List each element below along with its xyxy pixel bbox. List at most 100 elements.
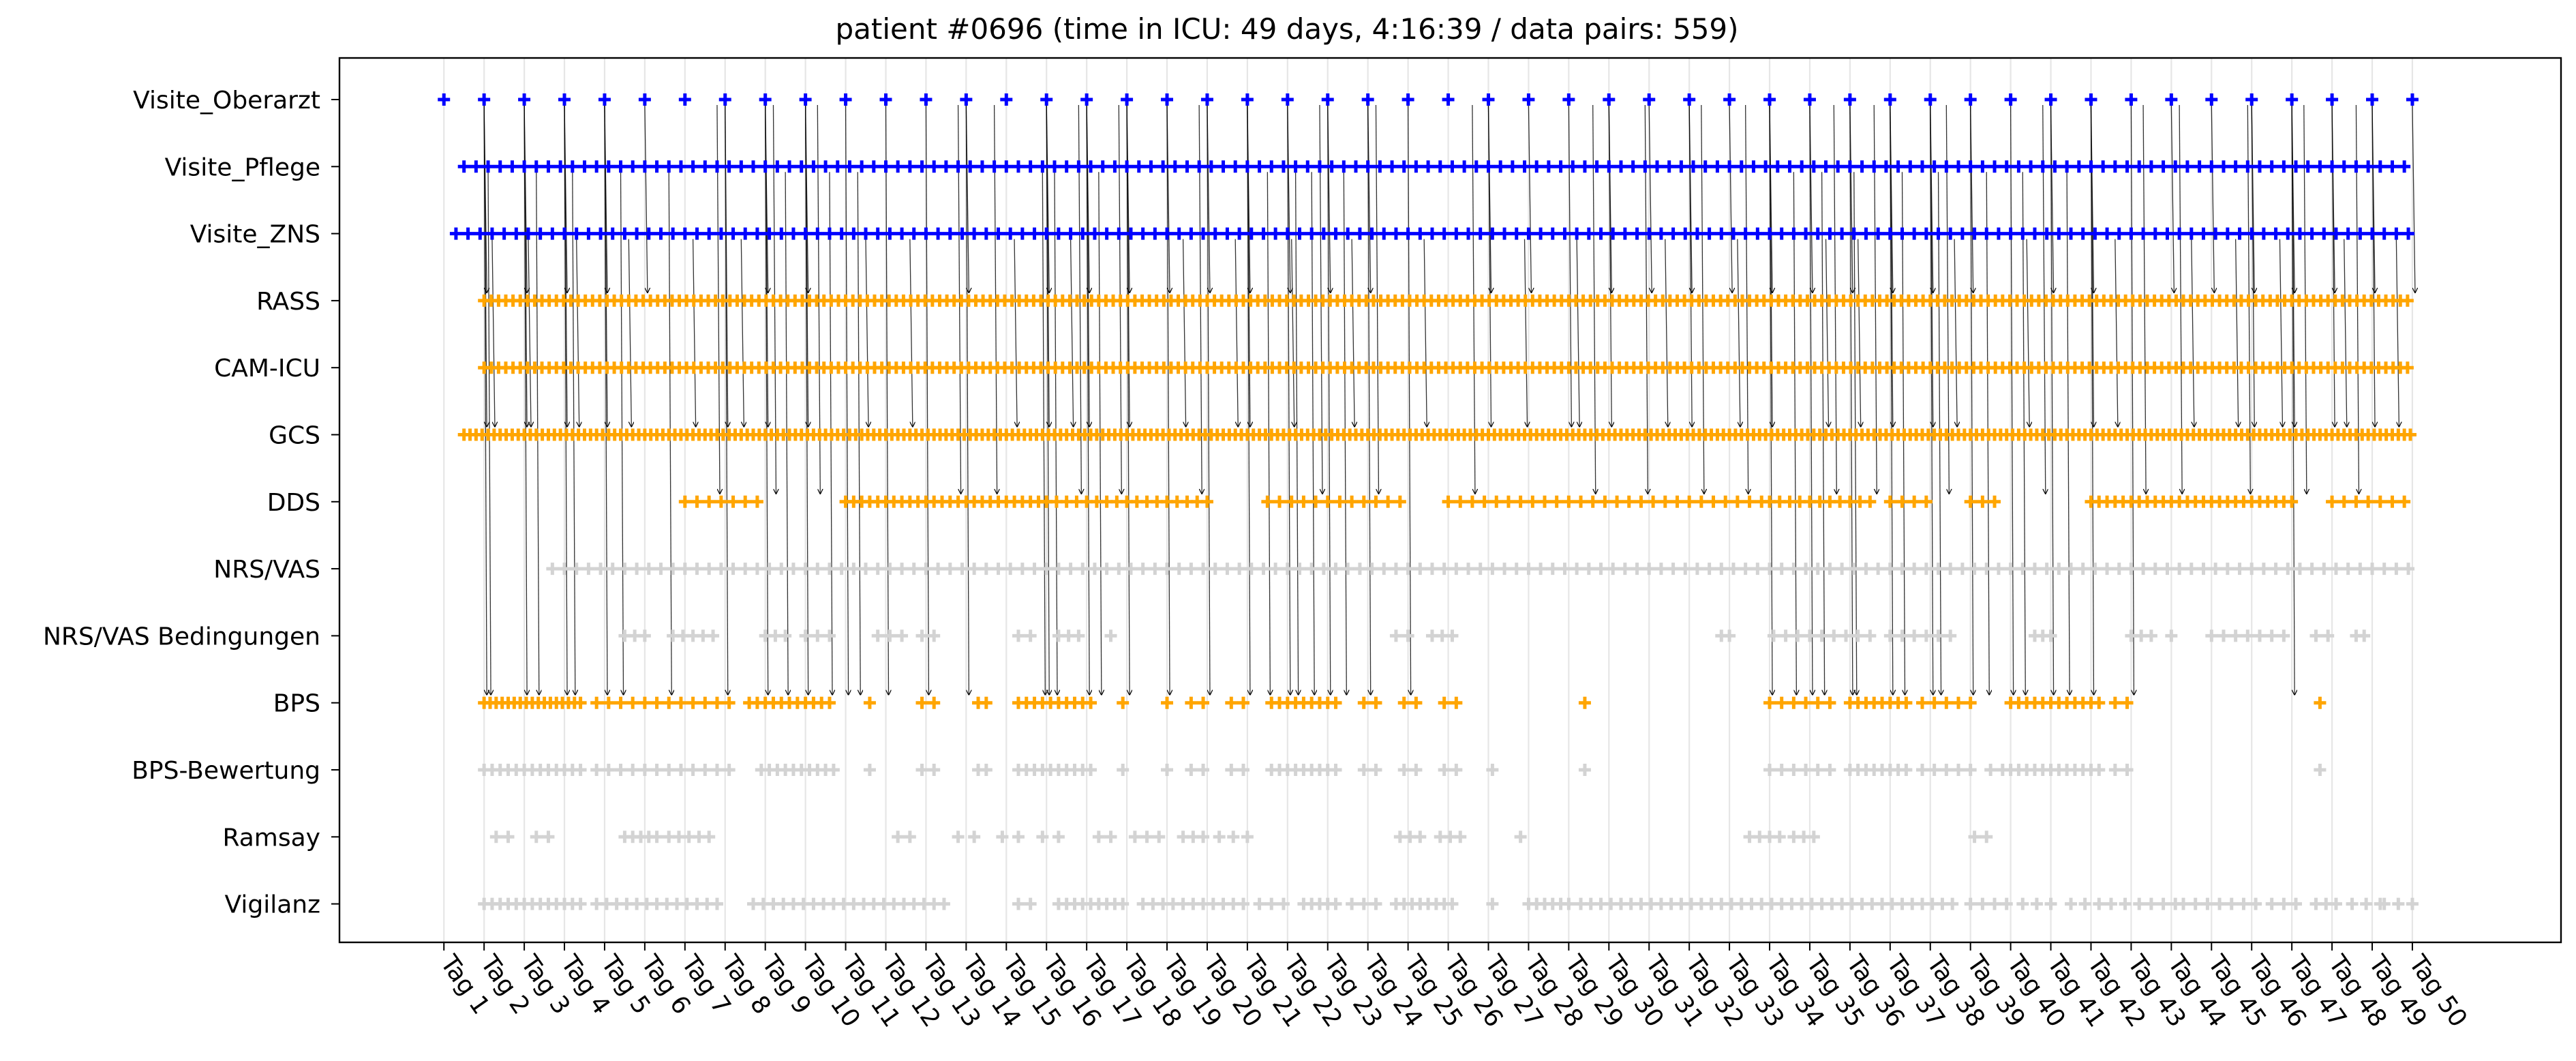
data-point xyxy=(478,93,491,106)
data-point xyxy=(642,227,655,240)
pair-arrow xyxy=(1576,239,1579,427)
data-point xyxy=(1458,160,1471,173)
data-point xyxy=(1763,764,1776,776)
data-point xyxy=(2314,696,2327,709)
data-point xyxy=(1514,495,1527,508)
data-point xyxy=(1932,629,1945,642)
data-point xyxy=(1333,495,1346,508)
data-point xyxy=(1253,897,1266,910)
data-point xyxy=(2237,897,2250,910)
data-point xyxy=(1522,227,1535,240)
data-point xyxy=(1607,227,1620,240)
data-point xyxy=(1815,629,1828,642)
data-point xyxy=(827,764,840,776)
data-point xyxy=(618,563,631,576)
data-point xyxy=(1639,160,1652,173)
pair-arrow xyxy=(1287,104,1290,695)
data-point xyxy=(819,160,832,173)
data-point xyxy=(1900,696,1913,709)
pair-arrow xyxy=(1970,104,1973,695)
data-point xyxy=(1775,227,1788,240)
data-point xyxy=(1486,227,1499,240)
data-point xyxy=(1558,563,1571,576)
data-point xyxy=(1928,764,1941,776)
pair-arrow xyxy=(1166,104,1170,695)
data-point xyxy=(1872,563,1885,576)
data-point xyxy=(718,93,731,106)
data-point xyxy=(1329,764,1342,776)
data-point xyxy=(1562,897,1575,910)
data-point xyxy=(2314,764,2327,776)
data-point xyxy=(932,563,945,576)
data-point xyxy=(1883,629,1896,642)
data-point xyxy=(1847,227,1860,240)
data-point xyxy=(594,227,607,240)
data-point xyxy=(650,696,663,709)
data-point xyxy=(2177,897,2190,910)
data-point xyxy=(1446,897,1459,910)
data-point xyxy=(1671,495,1684,508)
data-point xyxy=(1667,563,1680,576)
data-point xyxy=(799,629,812,642)
data-point xyxy=(1454,831,1467,843)
data-point xyxy=(1486,897,1499,910)
data-point xyxy=(518,93,531,106)
data-point xyxy=(1108,160,1121,173)
data-point xyxy=(582,227,595,240)
data-point xyxy=(2145,629,2157,642)
data-point xyxy=(723,696,736,709)
data-point xyxy=(2004,227,2017,240)
pair-arrow xyxy=(2372,104,2375,427)
data-point xyxy=(1984,764,1997,776)
pair-arrow xyxy=(2234,239,2239,427)
data-point xyxy=(1811,563,1824,576)
data-point xyxy=(1675,160,1688,173)
pair-arrow xyxy=(1524,239,1528,427)
data-point xyxy=(1040,227,1053,240)
data-point xyxy=(1832,160,1845,173)
data-point xyxy=(1425,563,1438,576)
data-point xyxy=(642,563,655,576)
data-point xyxy=(638,764,651,776)
data-point xyxy=(1618,227,1631,240)
data-point xyxy=(2257,563,2270,576)
data-point xyxy=(843,160,856,173)
data-point xyxy=(663,764,676,776)
data-point xyxy=(2398,160,2411,173)
data-point xyxy=(799,93,812,106)
data-point xyxy=(1823,563,1836,576)
data-point xyxy=(1486,563,1499,576)
data-point xyxy=(1582,227,1595,240)
data-point xyxy=(1221,563,1234,576)
data-point xyxy=(2000,897,2013,910)
data-point xyxy=(1739,227,1752,240)
data-point xyxy=(2378,563,2391,576)
data-point xyxy=(1976,160,1989,173)
data-point xyxy=(1273,495,1286,508)
data-point xyxy=(1446,629,1459,642)
pair-arrow xyxy=(1954,239,1957,427)
data-point xyxy=(1346,897,1359,910)
data-point xyxy=(1036,831,1049,843)
data-point xyxy=(1401,93,1414,106)
data-point xyxy=(823,629,836,642)
pair-arrow xyxy=(2344,239,2347,427)
data-point xyxy=(795,160,808,173)
data-point xyxy=(2004,563,2017,576)
data-point xyxy=(1836,563,1849,576)
data-point xyxy=(1490,495,1503,508)
data-point xyxy=(2350,495,2363,508)
data-point xyxy=(2406,93,2419,106)
data-point xyxy=(2036,160,2049,173)
data-point xyxy=(1775,696,1788,709)
data-point xyxy=(1691,227,1703,240)
pair-arrow xyxy=(2211,104,2214,293)
data-point xyxy=(1578,160,1591,173)
data-point xyxy=(883,629,896,642)
data-point xyxy=(1952,696,1965,709)
data-point xyxy=(1237,764,1249,776)
data-point xyxy=(2301,160,2314,173)
data-point xyxy=(1369,764,1382,776)
data-point xyxy=(1896,563,1909,576)
data-point xyxy=(1365,227,1378,240)
